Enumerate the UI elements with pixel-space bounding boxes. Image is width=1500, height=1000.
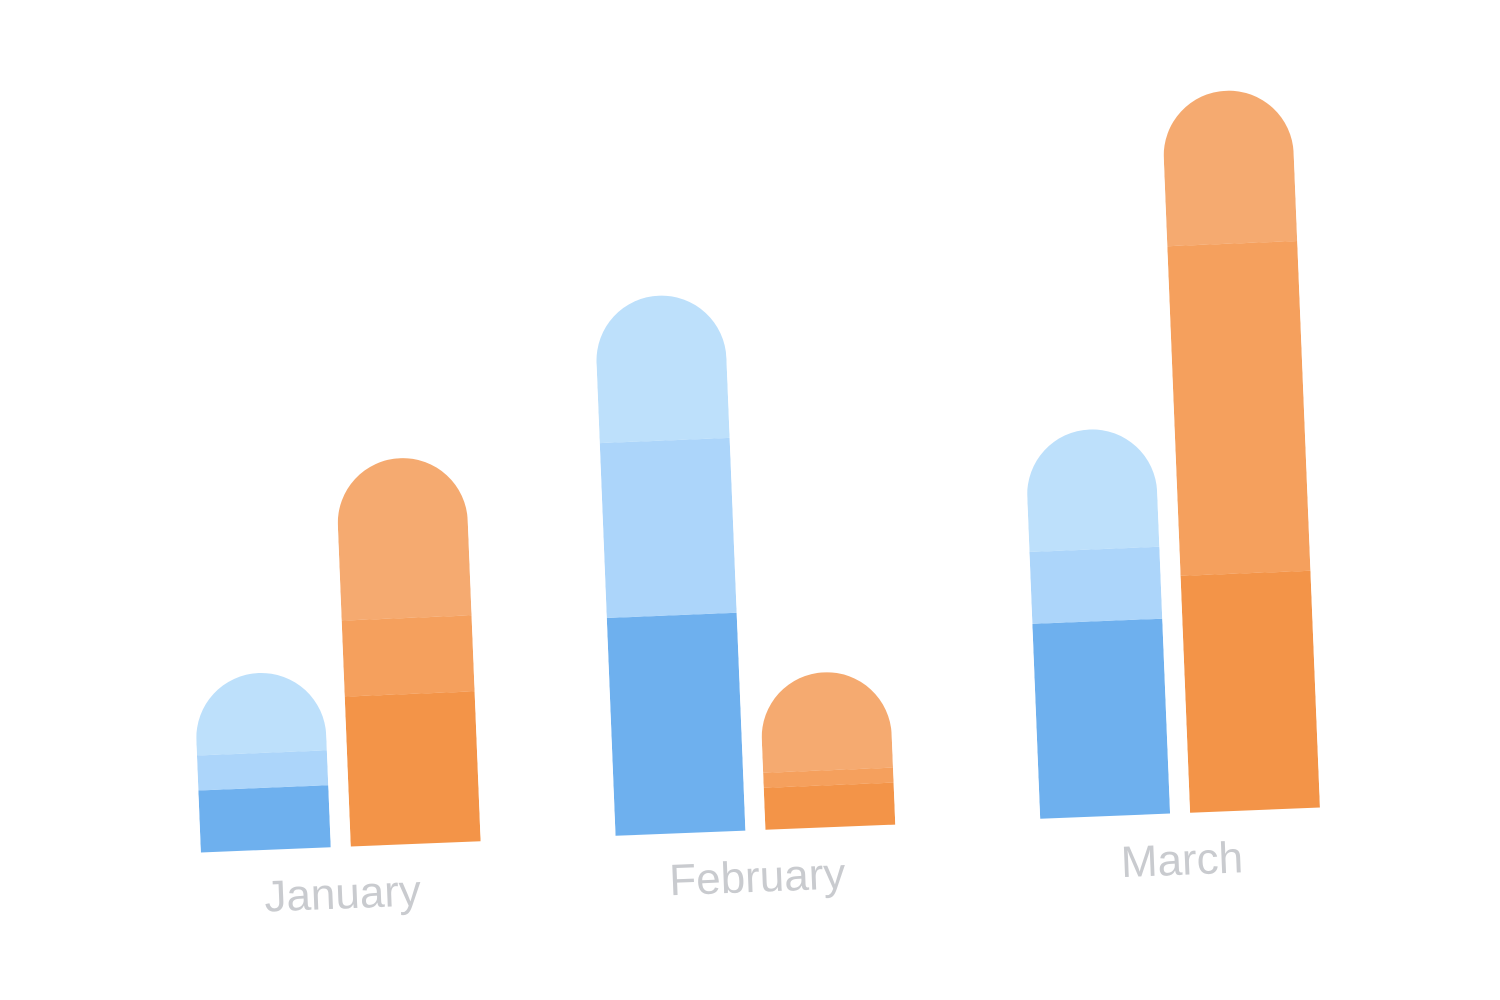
bar-segment [1029,546,1163,624]
bar-stack [335,455,481,847]
bar-stack [1161,88,1320,813]
bar-segment [763,782,896,830]
bar-segment [593,293,730,444]
bar-segment [1161,88,1298,247]
bar-segment [599,437,737,618]
x-tick-label: February [668,849,846,905]
bar-segment [341,615,475,697]
bar-segment [198,785,331,853]
bar-stack [593,293,746,836]
bar-segment [606,612,746,836]
bar-segment [344,691,481,847]
bar-segment [1167,240,1311,576]
bar-segment [335,455,472,621]
bar-segment [759,669,894,773]
bar-stack [759,669,896,830]
bar-segment [1024,426,1160,552]
bar-segment [763,767,894,788]
bar-segment [1180,570,1320,813]
bar-segment [1032,618,1171,819]
plot-area: January February March [193,88,1320,922]
x-tick-label: January [263,866,421,921]
x-tick-label: March [1120,833,1244,887]
bar-stack [193,670,331,853]
bar-segment [193,670,327,756]
bar-segment [196,750,329,791]
bar-stack [1024,426,1171,819]
